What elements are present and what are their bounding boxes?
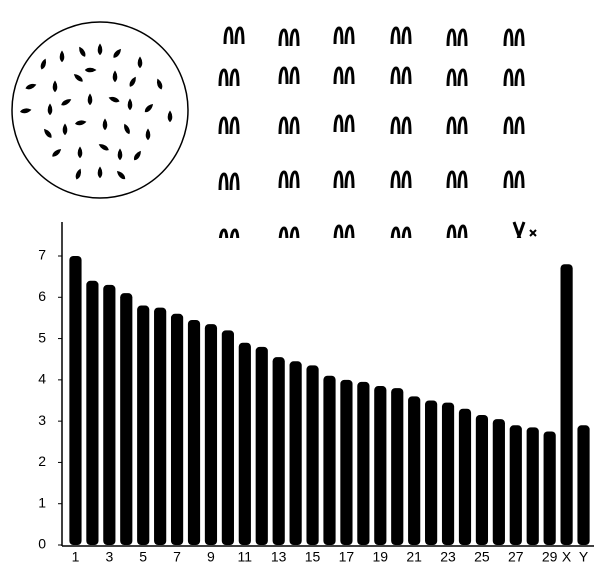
bar xyxy=(86,281,98,545)
bar xyxy=(222,330,234,545)
x-tick-label: 9 xyxy=(207,549,215,565)
y-tick-label: 5 xyxy=(38,329,46,345)
bar xyxy=(323,376,335,545)
y-tick-label: 0 xyxy=(38,536,46,552)
bar xyxy=(306,365,318,545)
bar xyxy=(391,388,403,545)
x-tick-label: 21 xyxy=(406,549,422,565)
y-tick-label: 7 xyxy=(38,247,46,263)
bar xyxy=(256,347,268,545)
x-tick-label: 19 xyxy=(373,549,389,565)
y-tick-label: 1 xyxy=(38,494,46,510)
x-tick-label: 23 xyxy=(440,549,456,565)
y-tick-label: 3 xyxy=(38,412,46,428)
bar xyxy=(459,409,471,545)
y-tick-label: 2 xyxy=(38,453,46,469)
bar xyxy=(340,380,352,545)
y-tick-label: 6 xyxy=(38,288,46,304)
bar xyxy=(577,425,589,545)
bar xyxy=(120,293,132,545)
bar xyxy=(476,415,488,545)
bar xyxy=(527,427,539,545)
bar xyxy=(69,256,81,545)
x-tick-label: 7 xyxy=(173,549,181,565)
bar xyxy=(103,285,115,545)
bar xyxy=(425,401,437,546)
bar xyxy=(137,306,149,545)
bar xyxy=(493,419,505,545)
bar xyxy=(442,403,454,545)
bar xyxy=(290,361,302,545)
metaphase-spread xyxy=(12,22,188,198)
bar xyxy=(408,396,420,545)
x-tick-label: 1 xyxy=(72,549,80,565)
bar xyxy=(544,431,556,545)
bar xyxy=(188,320,200,545)
x-tick-label: 25 xyxy=(474,549,490,565)
x-tick-label: 13 xyxy=(271,549,287,565)
bar xyxy=(510,425,522,545)
x-tick-label: 17 xyxy=(339,549,355,565)
x-tick-label: 3 xyxy=(105,549,113,565)
x-tick-label: 15 xyxy=(305,549,321,565)
bar xyxy=(374,386,386,545)
bar xyxy=(357,382,369,545)
x-tick-label: 11 xyxy=(238,549,253,565)
x-tick-label: 29 xyxy=(542,549,558,565)
x-tick-label: Y xyxy=(579,549,589,565)
x-tick-label: 27 xyxy=(508,549,524,565)
bar xyxy=(171,314,183,545)
bar xyxy=(205,324,217,545)
karyotype-pairs xyxy=(220,28,536,250)
bar xyxy=(561,264,573,545)
x-tick-label: X xyxy=(562,549,572,565)
y-tick-label: 4 xyxy=(38,371,46,387)
bar xyxy=(154,308,166,545)
figure: 012345671357911131517192123252729XY xyxy=(0,0,599,568)
bar xyxy=(273,357,285,545)
bar xyxy=(239,343,251,545)
x-tick-label: 5 xyxy=(139,549,147,565)
y-chromosome-icon xyxy=(530,230,536,236)
